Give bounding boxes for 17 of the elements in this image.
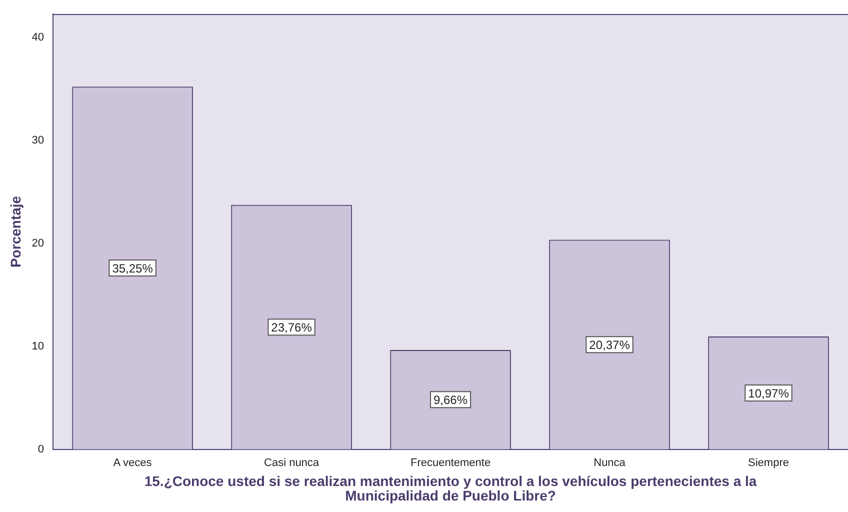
data-label: 10,97% [748,386,790,400]
data-label: 23,76% [271,320,312,334]
y-tick-label: 20 [32,238,44,250]
x-tick-label: Frecuentemente [410,457,491,470]
x-tick-label: Nunca [594,457,626,470]
data-label: 35,25% [112,261,154,276]
y-axis-title: Porcentaje [7,196,24,268]
x-tick-label: Siempre [748,457,789,470]
y-tick-label: 30 [32,134,44,147]
x-tick-label: A veces [113,457,152,470]
x-tick-label: Casi nunca [264,457,320,470]
y-tick-label: 10 [32,340,44,352]
y-tick-label: 0 [38,443,44,456]
data-label: 20,37% [589,338,630,352]
y-tick-label: 40 [32,32,44,44]
data-label: 9,66% [434,392,468,407]
x-axis-title: 15.¿Conoce usted si se realizan mantenimiento y control a los vehículos pertenecientes a la Municipalidad de Pueblo Libre? [144,472,757,504]
